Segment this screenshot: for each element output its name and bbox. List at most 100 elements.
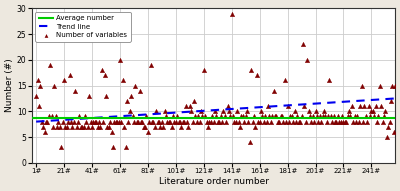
Point xyxy=(93,120,100,123)
Point xyxy=(316,115,323,118)
Point xyxy=(58,146,64,149)
Point xyxy=(124,100,130,103)
Point xyxy=(258,110,264,113)
Point xyxy=(34,79,41,82)
Point xyxy=(333,120,340,123)
Point xyxy=(117,58,123,61)
Point xyxy=(145,130,151,134)
Point xyxy=(381,115,387,118)
Point xyxy=(242,115,249,118)
Point xyxy=(79,125,86,128)
Point xyxy=(368,110,374,113)
Point xyxy=(339,115,345,118)
Point xyxy=(44,120,50,123)
Point xyxy=(209,115,215,118)
Point xyxy=(210,120,217,123)
Point xyxy=(277,115,284,118)
Point xyxy=(305,110,312,113)
Point xyxy=(182,105,189,108)
Point xyxy=(62,125,69,128)
Point xyxy=(37,84,44,87)
Point xyxy=(230,115,236,118)
Point xyxy=(245,120,252,123)
Point xyxy=(100,120,106,123)
Point xyxy=(191,100,197,103)
Point xyxy=(120,79,126,82)
Point xyxy=(371,115,377,118)
Point xyxy=(125,120,132,123)
Point xyxy=(66,74,73,77)
Point xyxy=(154,120,161,123)
Point xyxy=(349,105,355,108)
Point xyxy=(360,120,366,123)
Point xyxy=(92,120,98,123)
Point xyxy=(385,125,391,128)
Point xyxy=(198,110,204,113)
Point xyxy=(61,79,67,82)
Point xyxy=(94,125,101,128)
Point xyxy=(162,110,168,113)
Point xyxy=(384,136,390,139)
Point xyxy=(115,120,122,123)
Point xyxy=(389,84,396,87)
Point xyxy=(279,115,285,118)
Point xyxy=(189,120,196,123)
Point xyxy=(181,120,188,123)
Point xyxy=(352,115,358,118)
Point xyxy=(298,115,305,118)
Point xyxy=(121,125,127,128)
Point xyxy=(358,84,365,87)
Point xyxy=(226,110,232,113)
Point xyxy=(68,120,74,123)
Y-axis label: Number (#): Number (#) xyxy=(5,59,14,112)
Point xyxy=(386,120,393,123)
Point xyxy=(294,115,300,118)
Point xyxy=(60,120,66,123)
Point xyxy=(347,115,354,118)
Point xyxy=(307,115,313,118)
Point xyxy=(266,115,273,118)
Point xyxy=(379,120,386,123)
Point xyxy=(126,110,133,113)
Point xyxy=(205,125,211,128)
Point xyxy=(326,79,333,82)
Point xyxy=(80,125,87,128)
Point xyxy=(163,115,169,118)
Point xyxy=(255,120,262,123)
Point xyxy=(322,115,328,118)
Point xyxy=(254,74,260,77)
Point xyxy=(354,115,361,118)
Point xyxy=(88,120,94,123)
Point xyxy=(382,110,388,113)
Point xyxy=(234,110,240,113)
Point xyxy=(85,125,91,128)
Point xyxy=(364,120,370,123)
Point xyxy=(276,120,282,123)
Point xyxy=(171,120,178,123)
Point xyxy=(149,120,155,123)
Point xyxy=(43,120,49,123)
Point xyxy=(180,120,186,123)
Point xyxy=(186,105,193,108)
Point xyxy=(55,120,62,123)
Point xyxy=(71,120,77,123)
Point xyxy=(237,125,243,128)
Point xyxy=(283,120,289,123)
Point xyxy=(312,110,319,113)
Point xyxy=(153,110,160,113)
Point xyxy=(315,120,322,123)
Point xyxy=(217,115,224,118)
Point xyxy=(64,125,70,128)
Point xyxy=(106,125,112,128)
Point xyxy=(353,120,359,123)
Point xyxy=(213,115,220,118)
Point xyxy=(208,120,214,123)
Point xyxy=(388,100,394,103)
Point xyxy=(363,115,369,118)
Point xyxy=(76,115,83,118)
Point xyxy=(114,120,120,123)
Point xyxy=(223,120,229,123)
Point xyxy=(33,94,39,97)
Point xyxy=(390,130,397,134)
Point xyxy=(202,115,208,118)
